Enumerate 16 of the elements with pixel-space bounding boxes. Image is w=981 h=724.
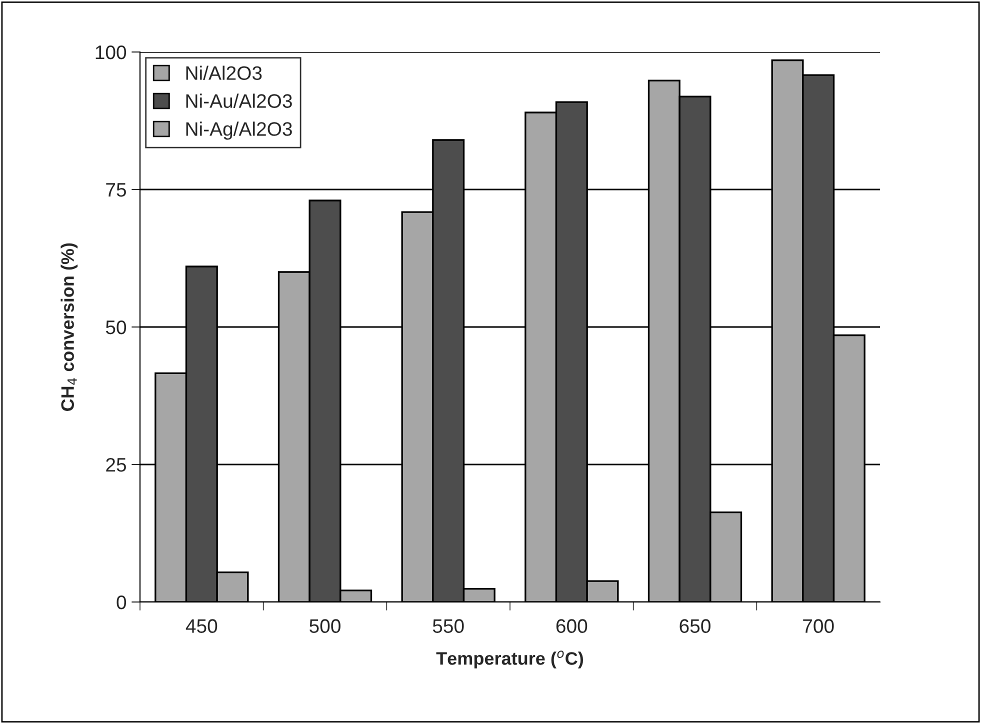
y-tick-label: 100 [96, 45, 126, 60]
y-tick-label: 25 [106, 458, 126, 472]
x-tick-label: 700 [803, 619, 834, 633]
x-axis-title: Temperature ($^{o}$C) [436, 650, 584, 668]
legend-label: Ni-Ag/Al2O3 [186, 122, 292, 140]
x-tick-label: 500 [310, 619, 340, 633]
legend-label: Ni-Au/Al2O3 [186, 94, 292, 108]
x-tick-label: 450 [186, 619, 218, 633]
y-tick-label: 75 [106, 183, 126, 197]
y-axis-title: CH$_{4}$ conversion (%) [60, 243, 78, 411]
y-tick-label: 50 [106, 320, 126, 334]
x-tick-label: 600 [556, 619, 588, 633]
x-tick-label: 550 [432, 619, 464, 633]
y-tick-label: 0 [116, 595, 126, 610]
x-tick-label: 650 [680, 619, 710, 633]
legend-label: Ni/Al2O3 [186, 66, 262, 80]
